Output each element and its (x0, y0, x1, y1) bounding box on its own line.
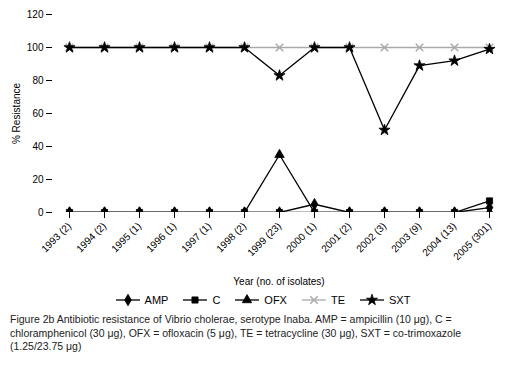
svg-text:1998 (2): 1998 (2) (214, 220, 248, 254)
svg-text:100: 100 (27, 42, 44, 53)
svg-text:2000 (1): 2000 (1) (284, 220, 318, 254)
svg-text:2002 (3): 2002 (3) (354, 220, 388, 254)
svg-text:2003 (9): 2003 (9) (389, 220, 423, 254)
svg-text:0: 0 (38, 207, 44, 218)
svg-text:1994 (2): 1994 (2) (74, 220, 108, 254)
svg-text:% Resistance: % Resistance (11, 82, 22, 144)
svg-text:2005 (301): 2005 (301) (451, 220, 493, 262)
svg-text:2001 (2): 2001 (2) (319, 220, 353, 254)
html-text:SXT: SXT (389, 294, 411, 306)
html-text:AMP: AMP (144, 294, 169, 306)
svg-text:120: 120 (27, 9, 44, 20)
svg-text:Year (no. of isolates): Year (no. of isolates) (233, 276, 324, 287)
svg-text:20: 20 (32, 174, 44, 185)
svg-text:40: 40 (32, 141, 44, 152)
svg-text:1993 (2): 1993 (2) (39, 220, 73, 254)
html-text:C: C (212, 294, 221, 306)
html-text:TE: TE (331, 294, 345, 306)
html-text:Figure 2b Antibiotic resistanc: Figure 2b Antibiotic resistance of Vibri… (10, 313, 462, 353)
svg-text:1995 (1): 1995 (1) (109, 220, 143, 254)
svg-text:1999 (23): 1999 (23) (245, 220, 283, 258)
svg-text:2004 (13): 2004 (13) (420, 220, 459, 259)
svg-text:80: 80 (32, 75, 44, 86)
svg-text:1997 (1): 1997 (1) (179, 220, 213, 254)
html-text:OFX: OFX (264, 294, 287, 306)
svg-text:1996 (1): 1996 (1) (144, 220, 178, 254)
svg-text:60: 60 (32, 108, 44, 119)
